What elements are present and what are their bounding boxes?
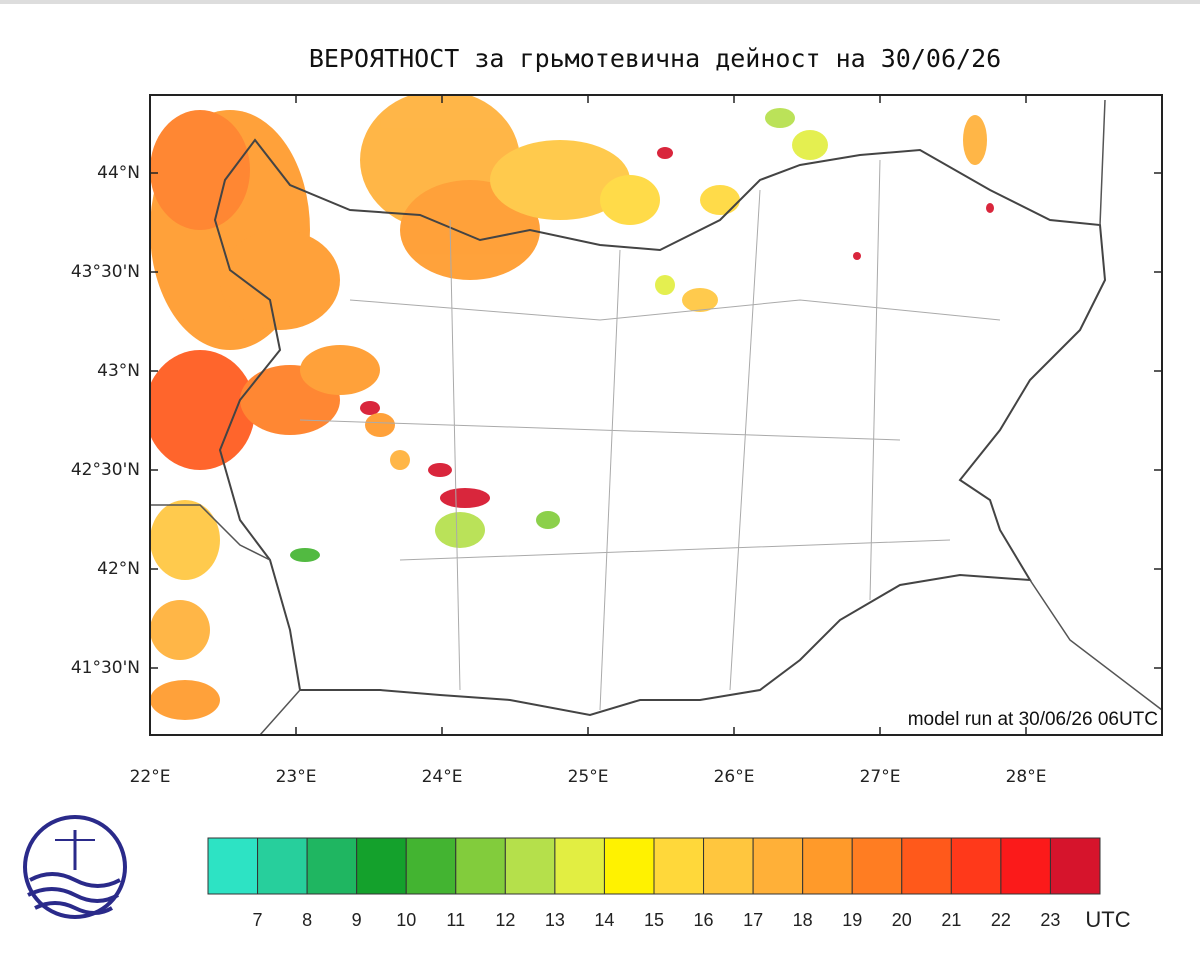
colorbar-segment [950, 837, 1002, 895]
lat-tick-label: 42°30'N [71, 460, 140, 480]
colorbar-label: 20 [892, 910, 912, 930]
colorbar-segment [257, 837, 308, 895]
colorbar-label: 7 [253, 910, 263, 930]
colorbar: 7 8 9 10 11 12 13 14 15 16 17 18 19 20 21 22 23 UTC [207, 837, 1131, 932]
colorbar-segment [603, 837, 655, 895]
colorbar-label: 18 [793, 910, 813, 930]
colorbar-label: 17 [743, 910, 763, 930]
colorbar-label: 15 [644, 910, 664, 930]
district-borders [299, 159, 1001, 711]
colorbar-segment [851, 837, 903, 895]
colorbar-label: 8 [302, 910, 312, 930]
colorbar-segment [356, 837, 407, 895]
colorbar-segment [752, 837, 804, 895]
colorbar-segment [653, 837, 705, 895]
colorbar-segment [901, 837, 952, 895]
colorbar-label: 21 [941, 910, 961, 930]
colorbar-segment [703, 837, 754, 895]
colorbar-segment [554, 837, 605, 895]
lon-tick-label: 23°E [276, 767, 317, 787]
neighbor-borders [150, 99, 1162, 735]
colorbar-label: 19 [842, 910, 862, 930]
lon-tick-label: 25°E [568, 767, 609, 787]
colorbar-label: 16 [694, 910, 714, 930]
colorbar-unit: UTC [1085, 907, 1130, 932]
logo [23, 815, 127, 919]
colorbar-label: 12 [495, 910, 515, 930]
colorbar-label: 10 [396, 910, 416, 930]
lon-tick-label: 26°E [714, 767, 755, 787]
lon-tick-label: 22°E [130, 767, 171, 787]
colorbar-label: 23 [1040, 910, 1060, 930]
lat-tick-label: 43°N [97, 361, 140, 381]
probability-field [150, 95, 1162, 735]
lon-tick-label: 27°E [860, 767, 901, 787]
lat-tick-label: 41°30'N [71, 658, 140, 678]
map-title: ВЕРОЯТНОСТ за грьмотевична дейност на 30… [309, 44, 1001, 73]
colorbar-label: 11 [446, 910, 465, 930]
lon-tick-label: 28°E [1006, 767, 1047, 787]
colorbar-segment [1049, 837, 1101, 895]
colorbar-segment [207, 837, 259, 895]
model-run-note: model run at 30/06/26 06UTC [908, 709, 1158, 730]
colorbar-label: 9 [352, 910, 362, 930]
colorbar-segment [504, 837, 556, 895]
colorbar-segment [306, 837, 358, 895]
colorbar-label: 14 [594, 910, 614, 930]
lat-tick-label: 42°N [97, 559, 140, 579]
lon-tick-label: 24°E [422, 767, 463, 787]
colorbar-segment [455, 837, 506, 895]
colorbar-segment [405, 837, 457, 895]
colorbar-segment [802, 837, 853, 895]
colorbar-segment [1000, 837, 1051, 895]
lat-tick-label: 43°30'N [71, 262, 140, 282]
colorbar-label: 13 [545, 910, 565, 930]
map-frame [149, 94, 1163, 736]
colorbar-label: 22 [991, 910, 1011, 930]
lat-tick-label: 44°N [97, 163, 140, 183]
